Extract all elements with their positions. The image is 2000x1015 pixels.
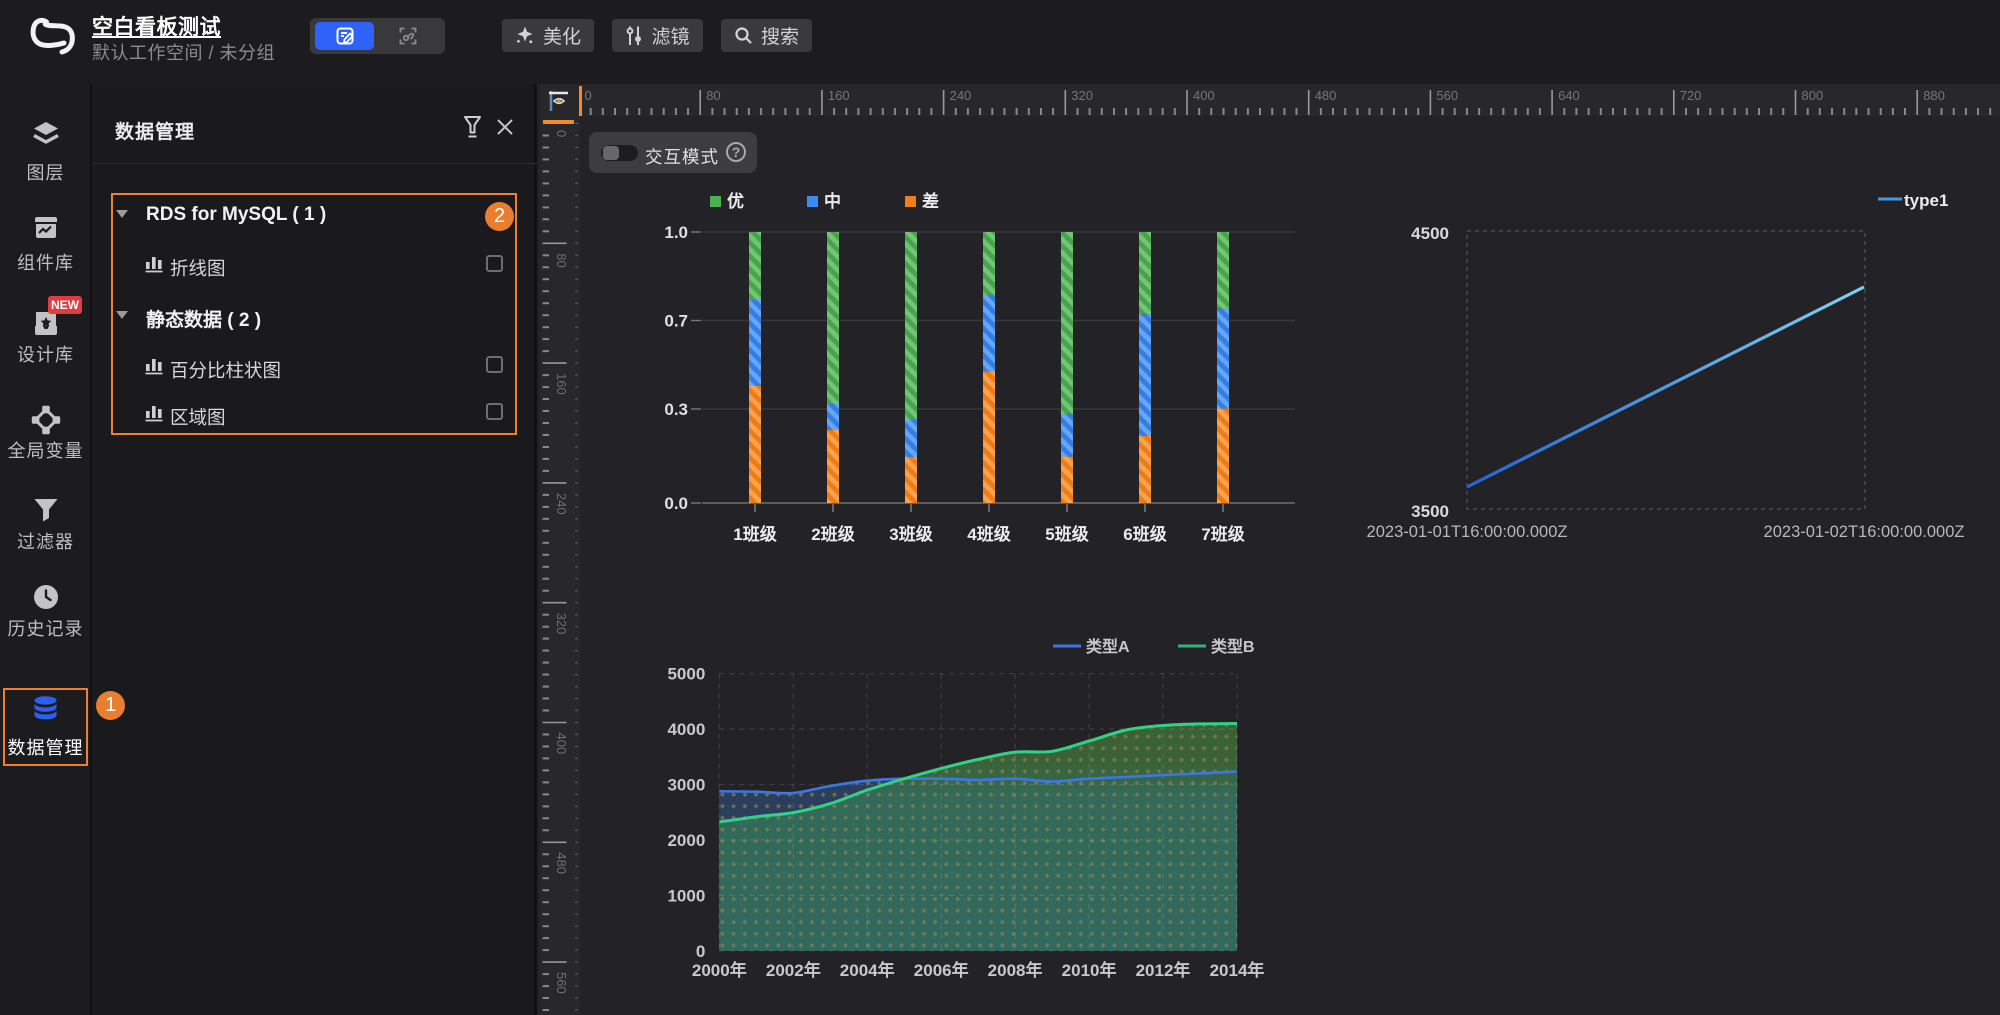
svg-text:2班级: 2班级 [811, 524, 854, 544]
svg-text:0.0: 0.0 [664, 494, 688, 513]
svg-text:720: 720 [1680, 88, 1702, 103]
svg-text:320: 320 [554, 613, 569, 635]
svg-text:3500: 3500 [1411, 502, 1449, 521]
svg-text:2010年: 2010年 [1062, 960, 1117, 980]
svg-text:320: 320 [1071, 88, 1093, 103]
svg-text:6班级: 6班级 [1123, 524, 1166, 544]
svg-text:1000: 1000 [667, 886, 705, 905]
svg-text:3000: 3000 [667, 776, 705, 795]
svg-text:2004年: 2004年 [840, 960, 895, 980]
svg-text:2023-01-02T16:00:00.000Z: 2023-01-02T16:00:00.000Z [1764, 523, 1965, 541]
svg-text:0: 0 [696, 942, 705, 961]
svg-text:160: 160 [554, 373, 569, 395]
svg-text:400: 400 [1193, 88, 1215, 103]
svg-text:240: 240 [950, 88, 972, 103]
svg-text:7班级: 7班级 [1201, 524, 1244, 544]
svg-text:4000: 4000 [667, 720, 705, 739]
svg-text:2000: 2000 [667, 831, 705, 850]
svg-text:2012年: 2012年 [1136, 960, 1191, 980]
svg-text:2014年: 2014年 [1210, 960, 1265, 980]
svg-text:880: 880 [1923, 88, 1945, 103]
svg-text:0.7: 0.7 [664, 312, 688, 331]
svg-text:1班级: 1班级 [733, 524, 776, 544]
svg-text:0: 0 [554, 130, 569, 137]
svg-text:480: 480 [1315, 88, 1337, 103]
svg-text:中: 中 [824, 191, 841, 211]
svg-text:2000年: 2000年 [692, 960, 747, 980]
svg-text:80: 80 [554, 253, 569, 267]
svg-text:2002年: 2002年 [766, 960, 821, 980]
svg-text:优: 优 [727, 191, 744, 211]
svg-text:2023-01-01T16:00:00.000Z: 2023-01-01T16:00:00.000Z [1367, 523, 1568, 541]
svg-text:640: 640 [1558, 88, 1580, 103]
svg-text:5000: 5000 [667, 665, 705, 684]
svg-text:3班级: 3班级 [889, 524, 932, 544]
svg-text:4500: 4500 [1411, 224, 1449, 243]
svg-text:类型B: 类型B [1211, 637, 1255, 656]
svg-text:80: 80 [706, 88, 720, 103]
svg-text:5班级: 5班级 [1045, 524, 1088, 544]
svg-text:type1: type1 [1904, 191, 1948, 210]
svg-text:160: 160 [828, 88, 850, 103]
svg-text:4班级: 4班级 [967, 524, 1010, 544]
svg-text:类型A: 类型A [1086, 637, 1130, 656]
svg-text:2008年: 2008年 [988, 960, 1043, 980]
svg-text:560: 560 [1436, 88, 1458, 103]
svg-text:0: 0 [585, 88, 592, 103]
svg-text:1.0: 1.0 [664, 223, 688, 242]
svg-text:0.3: 0.3 [664, 400, 688, 419]
svg-text:差: 差 [922, 191, 939, 211]
svg-text:240: 240 [554, 493, 569, 515]
svg-text:560: 560 [554, 972, 569, 994]
svg-text:800: 800 [1802, 88, 1824, 103]
svg-text:400: 400 [554, 733, 569, 755]
svg-text:480: 480 [554, 852, 569, 874]
svg-text:2006年: 2006年 [914, 960, 969, 980]
